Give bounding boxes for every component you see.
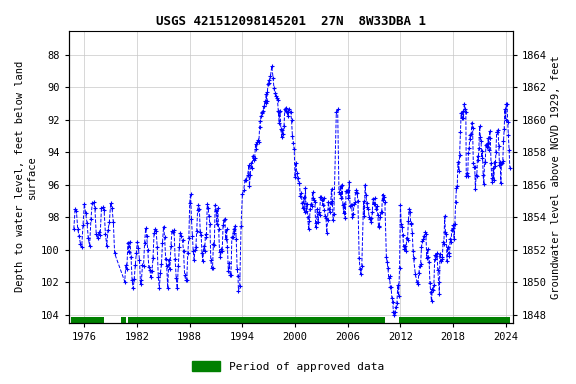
Legend: Period of approved data: Period of approved data <box>188 357 388 377</box>
Y-axis label: Groundwater level above NGVD 1929, feet: Groundwater level above NGVD 1929, feet <box>551 55 561 299</box>
Y-axis label: Depth to water level, feet below land
surface: Depth to water level, feet below land su… <box>15 61 37 293</box>
Title: USGS 421512098145201  27N  8W33DBA 1: USGS 421512098145201 27N 8W33DBA 1 <box>156 15 426 28</box>
